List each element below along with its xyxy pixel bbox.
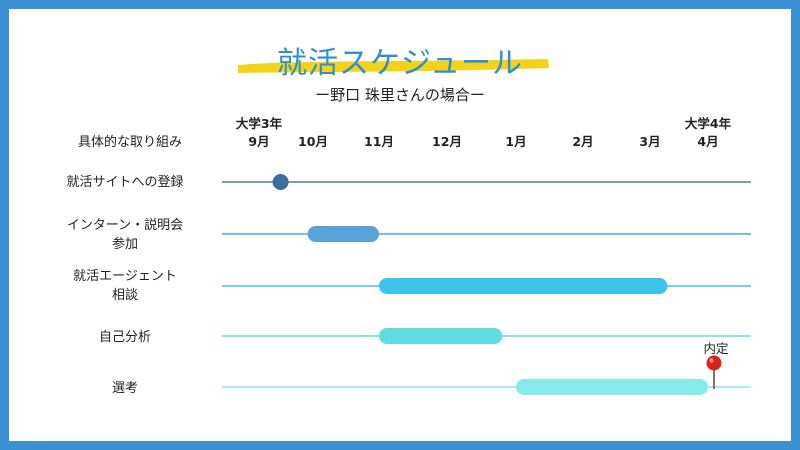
row-label-line: 参加 xyxy=(111,237,138,252)
row-label-selection: 選考 xyxy=(50,379,200,398)
row-label-line: 選考 xyxy=(111,381,138,396)
row-label-line: 就活エージェント xyxy=(73,269,177,284)
task-bar xyxy=(379,328,503,344)
month-label: 4月 xyxy=(697,134,719,149)
row-label-line: 自己分析 xyxy=(98,330,151,345)
milestone-dot xyxy=(272,174,289,190)
page-title: 就活スケジュール xyxy=(277,46,523,81)
offer-marker-label: 内定 xyxy=(703,341,729,356)
row-label-line: 相談 xyxy=(111,288,138,303)
task-bar xyxy=(379,278,668,294)
pin-head-icon xyxy=(706,355,722,371)
task-bar xyxy=(516,379,708,395)
pin-shine-icon xyxy=(709,358,714,363)
column-header: 具体的な取り組み xyxy=(77,135,182,150)
month-label: 9月 xyxy=(248,134,270,149)
row-label-line: 就活サイトへの登録 xyxy=(66,175,184,190)
year-label-end: 大学4年 xyxy=(684,116,732,131)
month-label: 12月 xyxy=(432,134,462,149)
month-label: 10月 xyxy=(298,134,328,149)
month-label: 1月 xyxy=(505,134,527,149)
row-label-line: インターン・説明会 xyxy=(66,218,184,233)
row-label-agent: 就活エージェント 相談 xyxy=(50,267,200,305)
title-area: 就活スケジュール xyxy=(0,30,800,81)
month-label: 2月 xyxy=(572,134,594,149)
row-label-site-registration: 就活サイトへの登録 xyxy=(50,173,200,192)
row-label-internship: インターン・説明会 参加 xyxy=(50,216,200,254)
row-label-self-analysis: 自己分析 xyxy=(50,328,200,347)
title-highlight-stroke xyxy=(238,59,549,73)
subtitle: ー野口 珠里さんの場合ー xyxy=(315,86,485,104)
task-bar xyxy=(307,226,379,242)
month-label: 3月 xyxy=(639,134,661,149)
year-label-start: 大学3年 xyxy=(235,116,283,131)
month-label: 11月 xyxy=(364,134,394,149)
